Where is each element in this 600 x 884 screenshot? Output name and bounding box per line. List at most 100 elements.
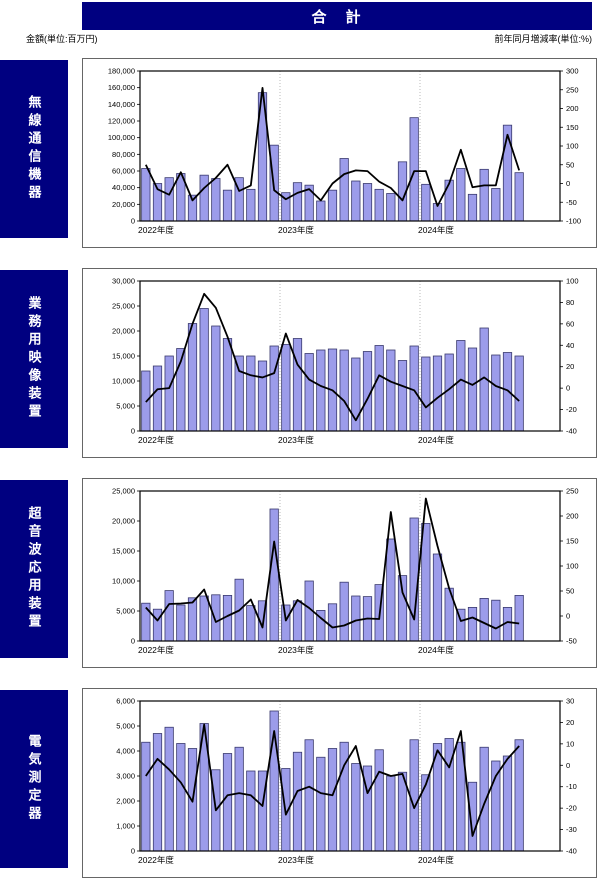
x-axis-labels: 2022年度 2023年度 2024年度 — [138, 855, 454, 865]
yoy-line — [145, 723, 520, 837]
bar — [514, 595, 524, 642]
bar — [304, 739, 314, 852]
right-tick-label: -50 — [566, 198, 577, 207]
bar — [339, 349, 349, 432]
yoy-line — [145, 86, 521, 207]
bar — [432, 553, 443, 642]
bar — [421, 183, 431, 222]
left-tick-label: 6,000 — [116, 697, 135, 706]
right-tick-label: -30 — [566, 825, 577, 834]
left-tick-label: 10,000 — [112, 577, 135, 586]
combo-chart-ultrasonic: 0 5,000 10,000 15,000 20,000 25,000 -50 0 50 100 1… — [112, 487, 579, 656]
right-tick-label: 200 — [566, 104, 579, 113]
right-tick-label: 10 — [566, 739, 574, 748]
amount-bars — [141, 508, 524, 642]
right-tick-label: -100 — [566, 217, 581, 226]
left-tick-label: 20,000 — [112, 517, 135, 526]
left-tick-label: 80,000 — [112, 150, 135, 159]
page-title-banner: 合 計 — [82, 2, 592, 30]
right-tick-label: 30 — [566, 697, 574, 706]
right-tick-label: 50 — [566, 160, 574, 169]
year-gridlines — [279, 71, 421, 221]
left-tick-label: 100,000 — [108, 133, 135, 142]
bar — [409, 739, 419, 852]
bar — [397, 575, 408, 642]
bar — [432, 355, 443, 432]
left-tick-label: 15,000 — [112, 547, 135, 556]
chart-box-ultrasonic: 0 5,000 10,000 15,000 20,000 25,000 -50 0 50 100 1… — [82, 478, 597, 668]
right-tick-label: 250 — [566, 487, 579, 496]
left-tick-label: 15,000 — [112, 352, 135, 361]
bar — [339, 741, 349, 852]
bar — [339, 581, 349, 642]
bar — [316, 756, 326, 852]
fiscal-year-label: 2024年度 — [418, 645, 454, 655]
left-tick-label: 2,000 — [116, 797, 135, 806]
bar — [292, 182, 303, 222]
right-axis-unit-note: 前年同月増減率(単位:%) — [494, 34, 593, 44]
bar — [362, 183, 373, 222]
right-axis: -40 -20 0 20 40 60 80 100 — [560, 277, 579, 436]
bar — [164, 726, 174, 852]
bar — [374, 188, 384, 222]
left-tick-label: 0 — [131, 637, 135, 646]
bar — [281, 344, 291, 432]
bar — [152, 365, 163, 432]
right-tick-label: 50 — [566, 587, 574, 596]
bar — [269, 345, 279, 432]
left-tick-label: 0 — [131, 217, 135, 226]
right-tick-label: -20 — [566, 804, 577, 813]
bar — [141, 602, 151, 642]
right-tick-label: 0 — [566, 384, 570, 393]
bar — [386, 349, 396, 432]
bar — [222, 189, 233, 222]
bar — [164, 355, 174, 432]
left-tick-label: 120,000 — [108, 117, 135, 126]
yoy-line — [145, 497, 520, 630]
bar — [141, 741, 151, 852]
right-tick-label: -10 — [566, 782, 577, 791]
bar — [246, 188, 256, 222]
left-axis: 0 5,000 10,000 15,000 20,000 25,000 — [112, 487, 140, 646]
right-tick-label: -40 — [566, 427, 577, 436]
right-tick-label: 150 — [566, 123, 579, 132]
bar — [514, 355, 524, 432]
right-tick-label: 100 — [566, 142, 579, 151]
bar — [374, 749, 384, 852]
bar — [479, 598, 489, 642]
bar — [211, 178, 221, 222]
right-axis: -50 0 50 100 150 200 250 — [560, 487, 579, 646]
fiscal-year-label: 2022年度 — [138, 435, 174, 445]
left-axis: 0 5,000 10,000 15,000 20,000 25,000 30,000 — [112, 277, 140, 436]
chart-row-wireless: 無線通信機器 0 20,000 40,000 60,000 80,000 100,000 1… — [0, 58, 600, 248]
left-tick-label: 20,000 — [112, 327, 135, 336]
bar — [386, 538, 396, 642]
bar — [199, 308, 209, 432]
fiscal-year-label: 2024年度 — [418, 435, 454, 445]
x-axis-labels: 2022年度 2023年度 2024年度 — [138, 645, 454, 655]
bar — [269, 508, 279, 642]
right-tick-label: 100 — [566, 277, 579, 286]
bar — [292, 338, 303, 432]
left-tick-label: 25,000 — [112, 487, 135, 496]
chart-box-electric: 0 1,000 2,000 3,000 4,000 5,000 6,000 -40 -30 -20… — [82, 688, 597, 878]
right-tick-label: -20 — [566, 405, 577, 414]
left-tick-label: 160,000 — [108, 83, 135, 92]
right-axis: -40 -30 -20 -10 0 10 20 30 — [560, 697, 577, 856]
bar — [164, 590, 174, 642]
bar — [222, 338, 233, 432]
page-title: 合 計 — [311, 8, 363, 26]
bar — [164, 177, 174, 222]
left-tick-label: 40,000 — [112, 183, 135, 192]
bar — [327, 189, 338, 222]
right-tick-label: 80 — [566, 298, 574, 307]
bar — [456, 168, 466, 222]
bar — [491, 188, 501, 222]
bar — [199, 595, 209, 642]
right-tick-label: 20 — [566, 718, 574, 727]
chart-row-video: 業務用映像装置 0 5,000 10,000 15,000 20,000 25,000 30… — [0, 268, 600, 458]
category-label-wireless: 無線通信機器 — [0, 60, 68, 238]
x-axis-labels: 2022年度 2023年度 2024年度 — [138, 435, 454, 445]
bar — [292, 751, 303, 852]
bar — [187, 323, 198, 432]
